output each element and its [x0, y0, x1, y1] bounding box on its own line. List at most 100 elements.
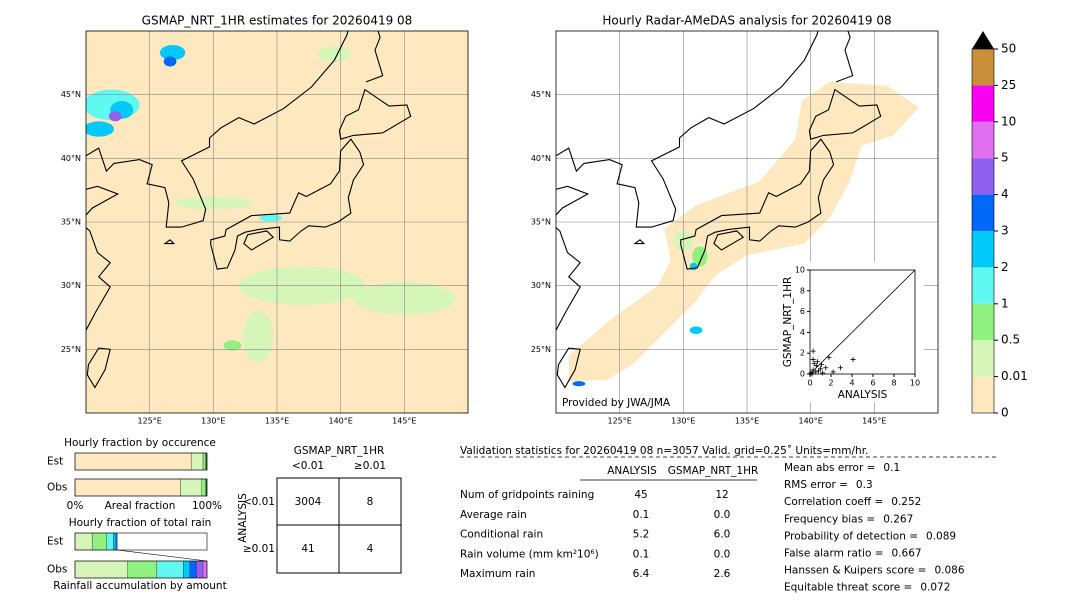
row-header: <0.01: [243, 496, 275, 508]
diagonal: [809, 269, 916, 375]
x-tick-label: 125°E: [138, 417, 162, 426]
stat-value: 6.4: [633, 568, 650, 580]
map-frame: [555, 30, 939, 414]
score-label: Probability of detection =: [784, 530, 918, 542]
scatter-point: [823, 365, 829, 371]
bar-frame: [74, 532, 208, 551]
score: Probability of detection = 0.089: [784, 530, 956, 542]
y-tick-label: 6: [800, 307, 805, 316]
coastline: [680, 138, 835, 270]
score: False alarm ratio = 0.667: [784, 548, 922, 560]
coastline: [210, 138, 365, 270]
colorbar-label: 3: [1001, 224, 1009, 238]
coastline: [163, 239, 176, 245]
bar-segment: [74, 532, 93, 551]
rain-area: [86, 121, 114, 137]
bar-segment: [202, 560, 208, 579]
score: Frequency bias = 0.267: [784, 513, 913, 525]
category-label: Est: [47, 536, 63, 548]
coastline: [713, 230, 745, 251]
row-label: Num of gridpoints raining: [460, 489, 594, 501]
row-label: Average rain: [460, 509, 527, 521]
rain-area: [108, 111, 122, 122]
bar-segment: [74, 452, 192, 471]
y-tick-label: 25°N: [61, 345, 81, 354]
scatter-point: [812, 369, 818, 375]
bar-segment: [202, 452, 206, 471]
column-header: GSMAP_NRT_1HR: [668, 465, 759, 477]
bar-segment: [156, 560, 184, 579]
colorbar-segment: [972, 158, 994, 195]
coastline: [633, 239, 646, 245]
colorbar-segment: [972, 49, 994, 86]
bar-segment: [201, 478, 206, 497]
stat-value: 45: [634, 489, 647, 501]
scatter-point: [819, 362, 825, 368]
stats-title: Validation statistics for 20260419 08 n=…: [460, 445, 868, 457]
map-frame: [85, 30, 469, 414]
stat-value: 6.0: [714, 529, 731, 541]
bar-segment: [190, 452, 204, 471]
rain-area: [317, 46, 351, 62]
x-tick-label: 0%: [67, 500, 84, 512]
coastline: [808, 88, 882, 140]
score: RMS error = 0.3: [784, 479, 873, 491]
table-cell: 41: [301, 543, 314, 555]
x-tick-label: 130°E: [201, 417, 225, 426]
bar-segment: [180, 478, 202, 497]
colorbar-label: 10: [1001, 114, 1016, 128]
stat-value: 0.1: [633, 509, 650, 521]
x-tick-label: 125°E: [608, 417, 632, 426]
bar-segment: [183, 560, 191, 579]
score-label: RMS error =: [784, 479, 848, 491]
x-tick-label: 4: [849, 379, 854, 388]
stat-value: 2.6: [714, 568, 731, 580]
score: Equitable threat score = 0.072: [784, 582, 950, 594]
column-header: ≥0.01: [354, 460, 386, 472]
colorbar-segment: [972, 121, 994, 159]
stat-value: 5.2: [633, 529, 650, 541]
x-tick-label: 135°E: [265, 417, 289, 426]
row-title: ANALYSIS: [237, 493, 249, 543]
y-tick-label: 4: [800, 328, 805, 337]
score-value: 0.072: [920, 582, 950, 594]
connector: [117, 549, 208, 562]
scatter-point: [826, 354, 832, 360]
x-tick-label: 10: [910, 379, 920, 388]
map-title: Hourly Radar-AMeDAS analysis for 2026041…: [602, 14, 891, 28]
category-label: Obs: [47, 564, 67, 576]
stat-value: 0.0: [714, 548, 731, 560]
coastline: [835, 31, 854, 83]
bar-segment: [115, 532, 118, 551]
scatter-point: [811, 361, 817, 367]
rain-area: [689, 326, 703, 335]
score: Correlation coeff = 0.252: [784, 496, 921, 508]
colorbar-segment: [972, 303, 994, 341]
colorbar-label: 0.01: [1001, 369, 1028, 383]
table-cell: 4: [367, 543, 374, 555]
bar-segment: [113, 532, 117, 551]
row-label: Rain volume (mm km²10⁶): [460, 548, 599, 560]
scatter-point: [814, 359, 820, 365]
rain-area: [223, 340, 242, 351]
colorbar-label: 50: [1001, 42, 1016, 56]
y-tick-label: 30°N: [531, 281, 551, 290]
scatter-point: [820, 370, 826, 376]
x-axis-label: Areal fraction: [105, 500, 176, 512]
coastline: [338, 88, 412, 140]
scatter-point: [818, 366, 823, 372]
x-axis-label: ANALYSIS: [838, 389, 888, 401]
colorbar-label: 25: [1001, 78, 1016, 92]
scatter-point: [810, 348, 816, 354]
colorbar-segment: [972, 231, 994, 268]
y-tick-label: 2: [800, 349, 805, 358]
rain-area: [692, 246, 708, 267]
column-header: ANALYSIS: [607, 465, 657, 477]
scatter-point: [810, 367, 816, 373]
score-label: Equitable threat score =: [784, 582, 912, 594]
y-tick-label: 30°N: [61, 281, 81, 290]
x-tick-label: 140°E: [799, 417, 823, 426]
bar-segment: [196, 560, 204, 579]
coastline: [243, 230, 275, 251]
scatter-point: [850, 356, 856, 362]
